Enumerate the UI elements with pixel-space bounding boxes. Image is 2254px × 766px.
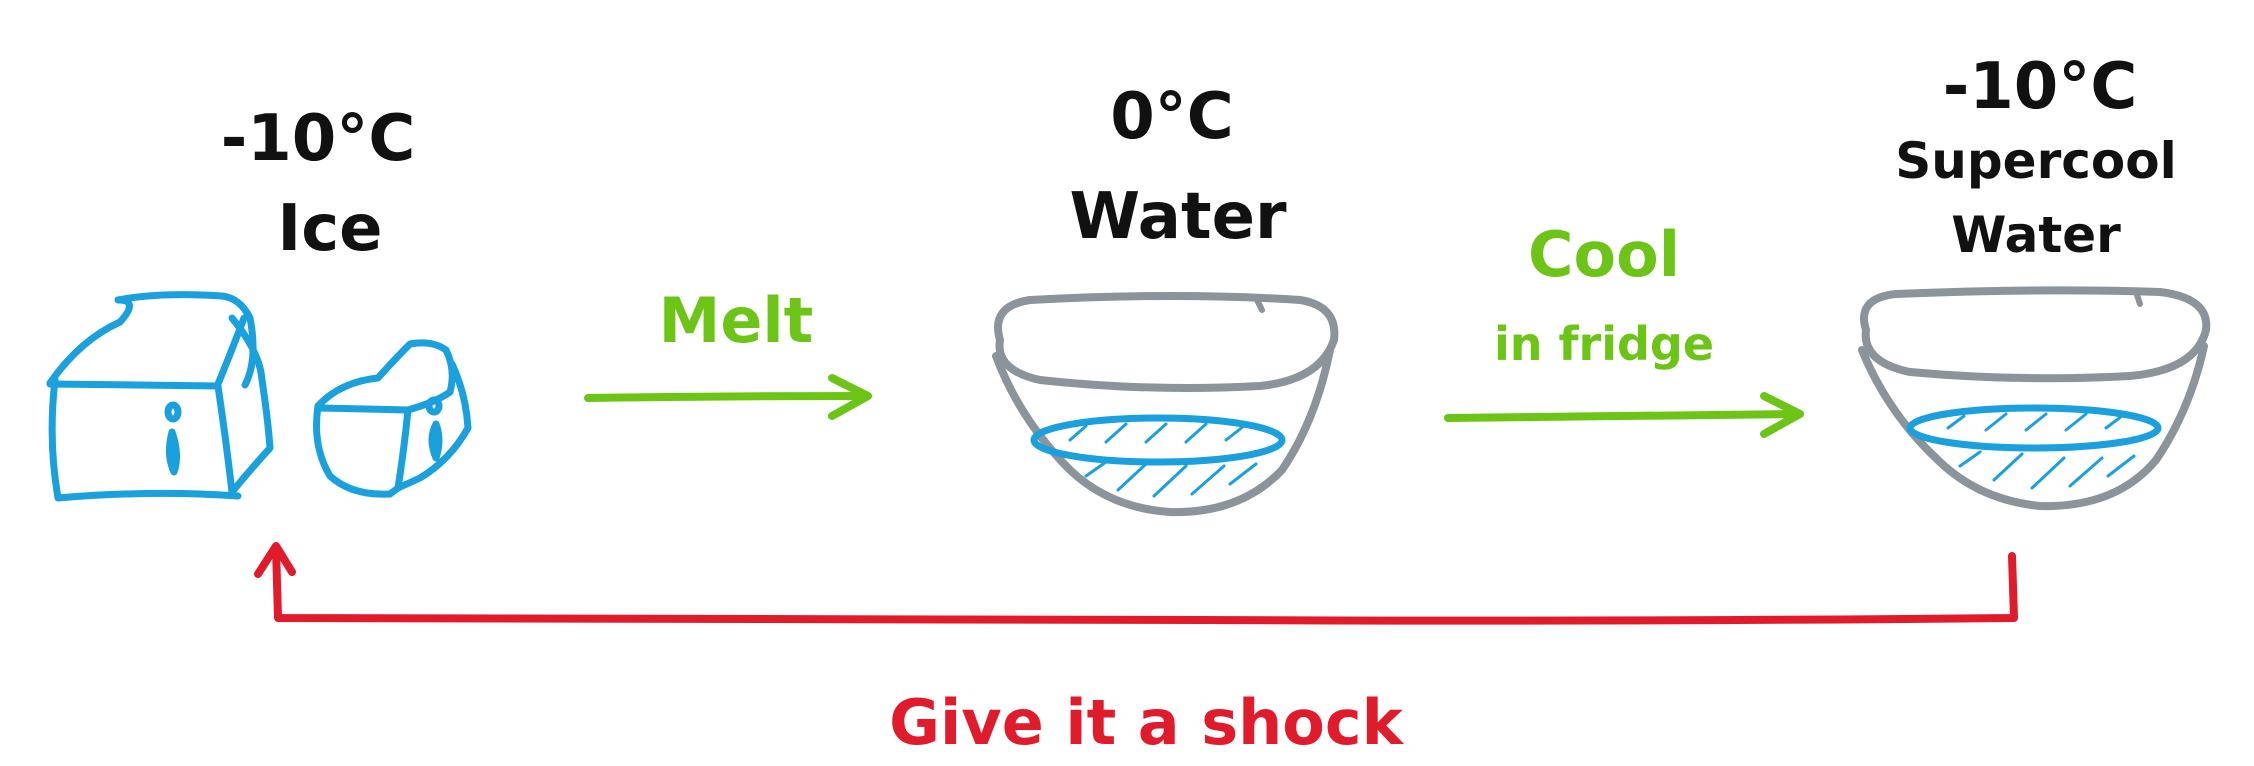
transition-cool: Cool in fridge <box>1444 218 1804 438</box>
cool-arrow <box>1444 392 1804 438</box>
ice-temperature-label: -10°C <box>221 102 416 176</box>
cool-sublabel: in fridge <box>1494 317 1714 371</box>
shock-label: Give it a shock <box>889 686 1404 759</box>
state-ice: -10°C Ice <box>46 102 472 502</box>
melt-arrow <box>584 374 872 420</box>
shock-arrow <box>254 542 2018 625</box>
cool-label: Cool <box>1528 218 1680 291</box>
supercool-name-label: Supercool <box>1895 132 2176 190</box>
supercool-water-bowl-icon <box>1858 286 2211 511</box>
state-water: 0°C Water <box>992 80 1339 517</box>
water-name-label: Water <box>1069 180 1287 254</box>
water-temperature-label: 0°C <box>1110 80 1234 154</box>
water-bowl-icon <box>992 292 1339 517</box>
transition-shock: Give it a shock <box>254 542 2018 759</box>
melt-label: Melt <box>659 284 814 357</box>
ice-cubes-icon <box>46 291 472 502</box>
supercool-name-label-line2: Water <box>1951 206 2121 264</box>
state-supercool-water: -10°C Supercool Water <box>1858 50 2211 511</box>
supercool-temperature-label: -10°C <box>1943 50 2138 124</box>
transition-melt: Melt <box>584 284 872 420</box>
ice-name-label: Ice <box>277 192 382 266</box>
